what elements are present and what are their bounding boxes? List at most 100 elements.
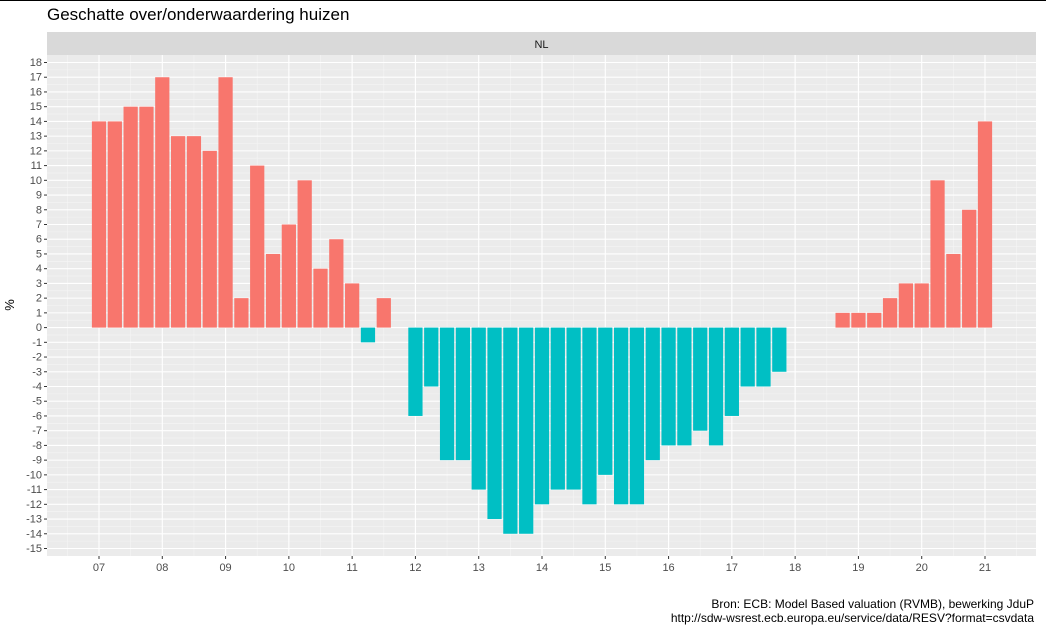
bar <box>629 327 645 505</box>
x-tick-label: 18 <box>789 562 801 574</box>
bar <box>946 253 961 328</box>
y-axis-label: % <box>2 299 17 311</box>
y-tick-label: -13 <box>26 514 42 526</box>
y-tick-label: -2 <box>32 352 42 364</box>
y-tick-label: -11 <box>27 484 42 496</box>
bar <box>281 224 296 328</box>
bar <box>756 327 771 387</box>
y-tick-label: 11 <box>31 160 42 172</box>
x-tick-label: 07 <box>93 562 105 574</box>
bar <box>487 327 502 520</box>
bar <box>661 327 676 446</box>
bar <box>503 327 518 534</box>
bar <box>724 327 739 416</box>
bar <box>376 298 391 328</box>
y-tick-label: 9 <box>36 190 42 202</box>
x-tick-label: 19 <box>852 562 864 574</box>
bar <box>930 180 945 328</box>
bar <box>313 268 328 328</box>
x-tick-label: 17 <box>726 562 738 574</box>
x-tick-label: 08 <box>156 562 168 574</box>
bar <box>186 136 202 328</box>
y-axis: 1817161514131211109876543210-1-2-3-4-5-6… <box>26 57 47 555</box>
y-tick-label: 5 <box>36 248 42 260</box>
bar <box>91 121 107 328</box>
y-tick-label: 14 <box>30 116 42 128</box>
caption-line-1: Bron: ECB: Model Based valuation (RVMB),… <box>711 597 1034 611</box>
bar <box>977 121 993 328</box>
bar <box>360 327 376 343</box>
bar <box>534 327 550 505</box>
y-tick-label: -10 <box>26 469 42 481</box>
bar <box>123 106 138 328</box>
y-tick-label: -9 <box>32 455 42 467</box>
bar <box>139 106 154 328</box>
y-tick-label: 16 <box>30 86 42 98</box>
y-tick-label: 0 <box>36 322 42 334</box>
bar <box>740 327 755 387</box>
bar <box>519 327 534 534</box>
bar <box>835 312 850 328</box>
bar <box>202 150 217 328</box>
y-tick-label: 8 <box>36 204 42 216</box>
y-tick-label: 18 <box>30 57 42 69</box>
y-tick-label: -4 <box>32 381 42 393</box>
bar <box>424 327 439 387</box>
x-tick-label: 09 <box>219 562 231 574</box>
bar <box>107 121 122 328</box>
bar <box>613 327 629 505</box>
bar <box>345 283 360 328</box>
bar <box>550 327 565 490</box>
bar <box>155 77 170 328</box>
y-tick-label: -5 <box>32 396 42 408</box>
facet-label: NL <box>534 39 548 51</box>
bars <box>91 77 993 534</box>
bar <box>265 253 281 328</box>
bar <box>693 327 708 431</box>
y-tick-label: 7 <box>36 219 42 231</box>
y-tick-label: 12 <box>30 145 42 157</box>
bar <box>250 165 265 328</box>
bar <box>851 312 866 328</box>
y-tick-label: 3 <box>36 278 42 290</box>
y-tick-label: 4 <box>36 263 42 275</box>
bar <box>772 327 787 372</box>
bar <box>408 327 423 416</box>
y-tick-label: -8 <box>32 440 42 452</box>
x-tick-label: 11 <box>346 562 357 574</box>
y-tick-label: -12 <box>26 499 42 511</box>
facet-strip <box>47 32 1036 55</box>
y-tick-label: 17 <box>30 72 42 84</box>
top-border <box>0 0 1046 1</box>
y-tick-label: -3 <box>32 366 42 378</box>
bar <box>598 327 613 475</box>
bar <box>218 77 233 328</box>
bar <box>914 283 929 328</box>
x-tick-label: 15 <box>599 562 611 574</box>
bar <box>867 312 882 328</box>
y-tick-label: 1 <box>36 307 42 319</box>
x-tick-label: 14 <box>536 562 548 574</box>
bar <box>234 298 249 328</box>
y-tick-label: 15 <box>30 101 42 113</box>
y-tick-label: -14 <box>26 528 42 540</box>
x-tick-label: 20 <box>916 562 928 574</box>
bar <box>708 327 724 446</box>
bar <box>898 283 914 328</box>
bar <box>329 239 344 328</box>
x-axis: 07 08 09 10 11 12 13 14 15 16 17 18 19 20 21 <box>93 556 991 574</box>
bar <box>962 209 977 328</box>
y-tick-label: 2 <box>36 293 42 305</box>
bar <box>455 327 471 461</box>
source-caption: Bron: ECB: Model Based valuation (RVMB),… <box>671 597 1034 625</box>
x-tick-label: 13 <box>473 562 485 574</box>
caption-line-2: http://sdw-wsrest.ecb.europa.eu/service/… <box>670 611 1034 625</box>
bar <box>297 180 312 328</box>
y-tick-label: -7 <box>32 425 42 437</box>
bar <box>882 298 898 328</box>
chart-title: Geschatte over/onderwaardering huizen <box>47 5 350 24</box>
bar <box>582 327 597 505</box>
bar <box>677 327 692 446</box>
bar <box>566 327 581 490</box>
bar <box>645 327 660 461</box>
